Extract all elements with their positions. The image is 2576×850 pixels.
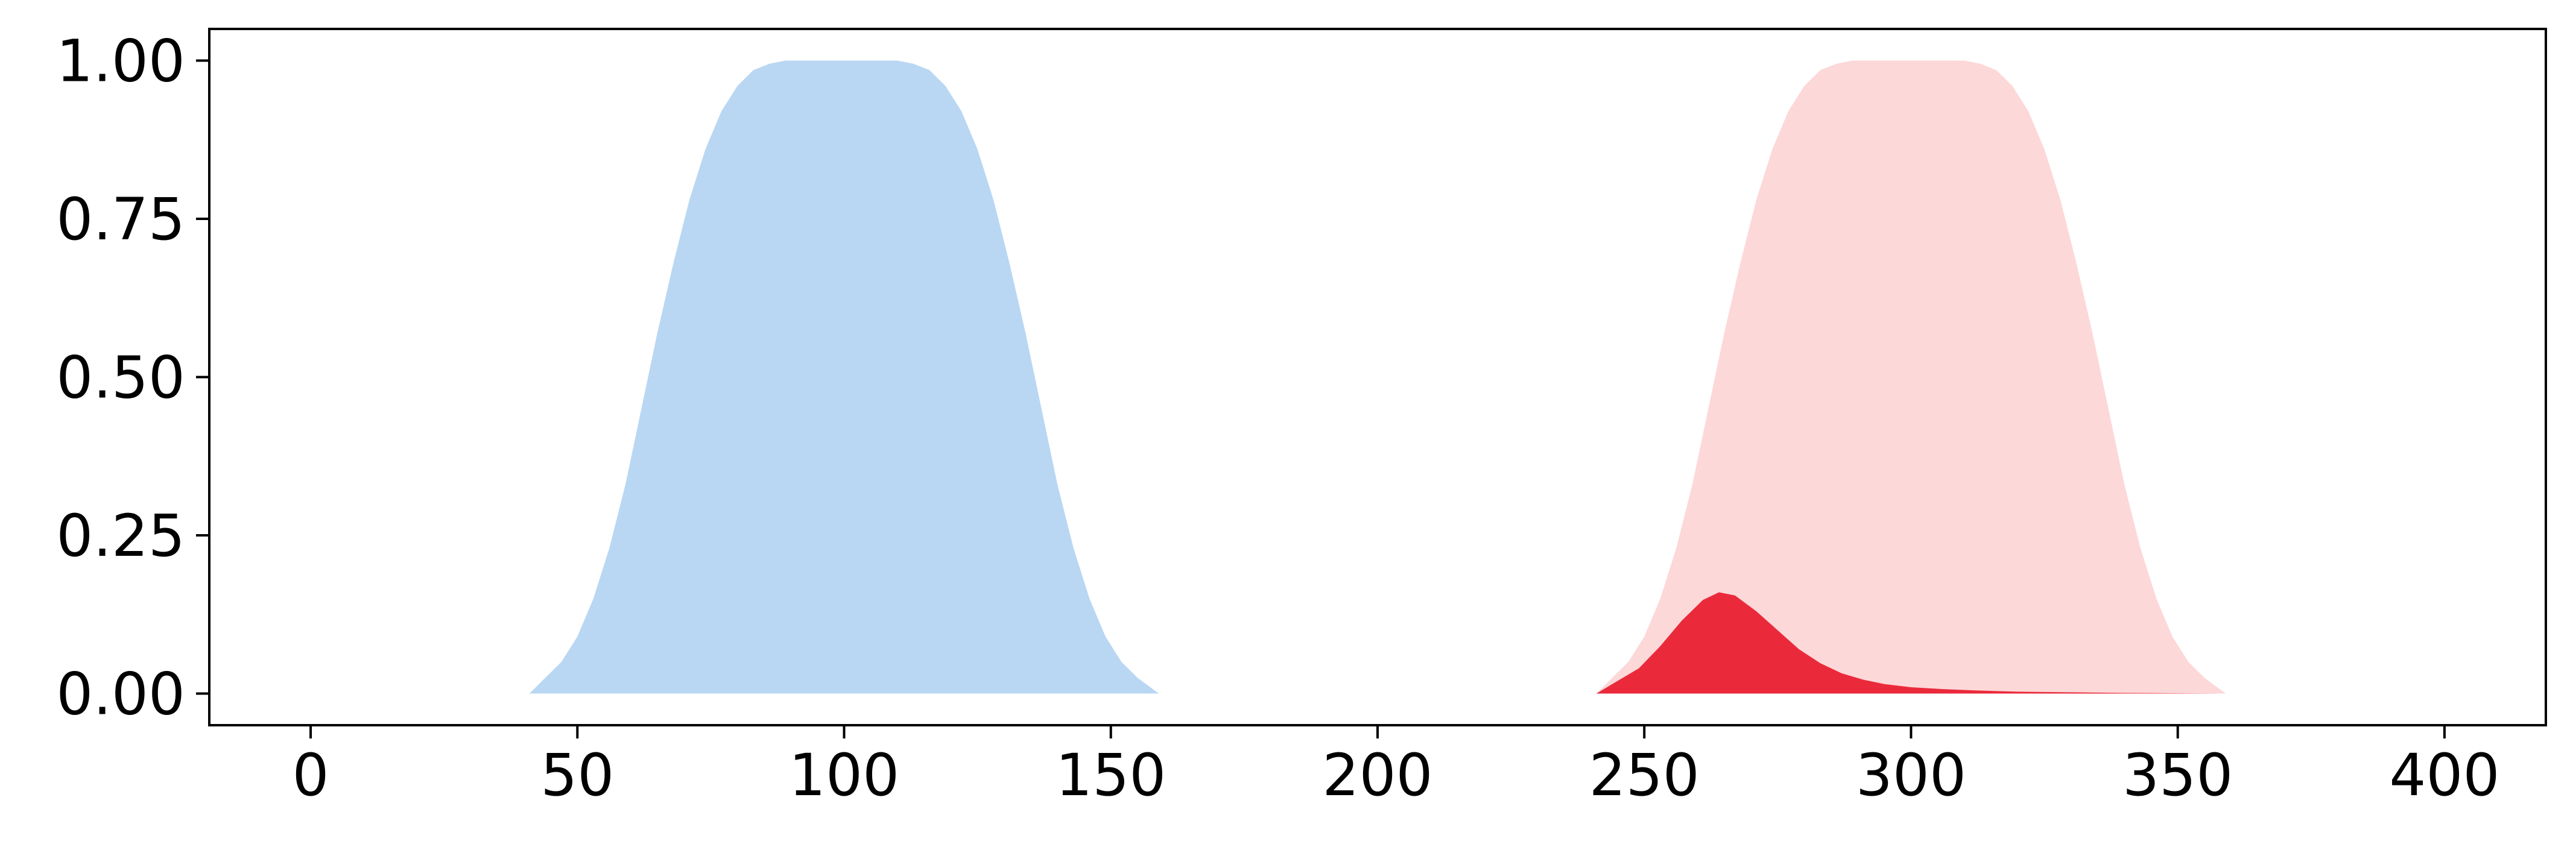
series-area-3 <box>1596 592 2226 694</box>
x-tick-label: 50 <box>540 741 614 809</box>
y-tick-label: 0.25 <box>56 502 185 570</box>
y-axis: 0.00 0.25 0.50 0.75 1.00 <box>56 28 209 728</box>
y-tick-label: 0.75 <box>56 186 185 253</box>
plot-frame <box>208 28 2547 726</box>
x-axis: 0 50 100 150 200 250 300 350 400 <box>293 725 2500 809</box>
y-tick-label: 1.00 <box>56 28 185 95</box>
series-layer <box>529 60 2226 694</box>
series-area-2 <box>1596 60 2226 694</box>
x-tick-label: 400 <box>2389 741 2499 809</box>
x-tick-label: 100 <box>789 741 899 809</box>
y-tick-label: 0.50 <box>56 344 185 412</box>
x-tick-label: 250 <box>1589 741 1700 809</box>
x-tick-label: 0 <box>293 741 329 809</box>
series-area-1 <box>529 60 1159 694</box>
x-tick-label: 350 <box>2122 741 2233 809</box>
x-tick-label: 300 <box>1856 741 1966 809</box>
x-tick-label: 150 <box>1055 741 1166 809</box>
y-tick-label: 0.00 <box>56 661 185 728</box>
x-tick-label: 200 <box>1322 741 1432 809</box>
